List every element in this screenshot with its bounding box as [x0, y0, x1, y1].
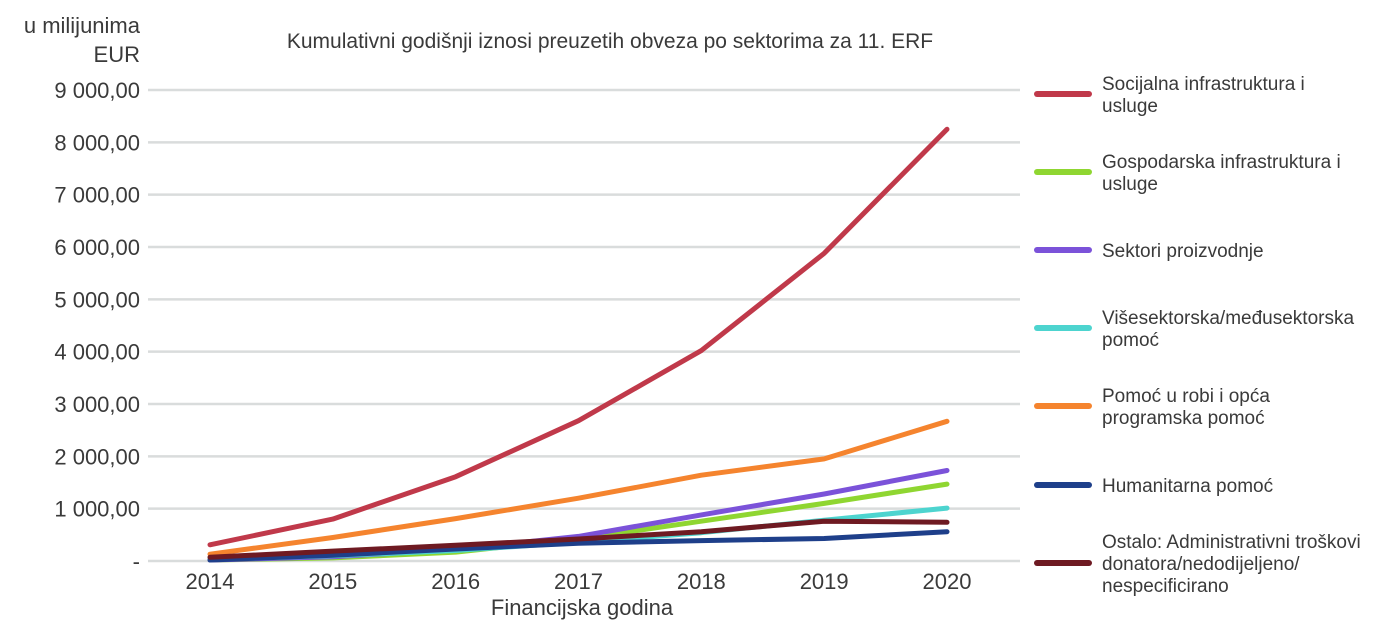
series-lines	[207, 126, 950, 563]
x-axis-ticks: 2014 2015 2016 2017 2018 2019 2020	[186, 569, 972, 594]
y-tick-label: 9 000,00	[54, 78, 140, 103]
legend-label-line: usluge	[1102, 96, 1158, 117]
legend-label: Višesektorska/međusektorska pomoć	[1102, 308, 1354, 351]
y-axis-ticks: - 1 000,00 2 000,00 3 000,00 4 000,00 5 000,0…	[54, 78, 140, 574]
x-tick-label: 2017	[554, 569, 603, 594]
unit-label-line-2: EUR	[94, 42, 140, 67]
legend-label: Ostalo: Administrativni troškovi donatora…	[1102, 532, 1361, 597]
legend-label-line: Višesektorska/međusektorska	[1102, 308, 1354, 329]
gridlines	[148, 88, 1020, 563]
series-line-humanitarna-pomoc	[207, 529, 950, 563]
chart-title: Kumulativni godišnji iznosi preuzetih ob…	[287, 30, 933, 53]
legend-item: Humanitarna pomoć	[1034, 476, 1273, 497]
legend-label: Humanitarna pomoć	[1102, 476, 1273, 497]
legend-label-line: programska pomoć	[1102, 408, 1265, 429]
legend-label-line: pomoć	[1102, 330, 1159, 351]
y-tick-label: 5 000,00	[54, 287, 140, 312]
y-tick-label: 2 000,00	[54, 444, 140, 469]
legend-label: Sektori proizvodnje	[1102, 241, 1264, 262]
legend-item: Gospodarska infrastruktura i usluge	[1034, 152, 1341, 195]
legend-label: Gospodarska infrastruktura i usluge	[1102, 152, 1341, 195]
legend-item: Višesektorska/međusektorska pomoć	[1034, 308, 1354, 351]
legend-label-line: Pomoć u robi i opća	[1102, 386, 1270, 407]
legend-item: Sektori proizvodnje	[1034, 241, 1264, 262]
y-tick-label: 8 000,00	[54, 130, 140, 155]
y-tick-label: 6 000,00	[54, 235, 140, 260]
legend-label-line: Humanitarna pomoć	[1102, 476, 1273, 497]
y-tick-label: 4 000,00	[54, 340, 140, 365]
legend: Socijalna infrastruktura i uslugeGospodar…	[1034, 74, 1361, 597]
legend-item: Socijalna infrastruktura i usluge	[1034, 74, 1305, 117]
unit-label-line-1: u milijunima	[24, 13, 141, 38]
series-line-ostalo-administrativni-troskovi-donatora-nedodijeljeno-nespecificirano	[207, 518, 950, 560]
x-tick-label: 2014	[186, 569, 235, 594]
series-line-pomoc-u-robi-i-opca-programska-pomoc	[207, 418, 950, 557]
x-tick-label: 2020	[923, 569, 972, 594]
legend-label-line: nespecificirano	[1102, 576, 1229, 597]
unit-label: u milijunima EUR	[24, 13, 141, 67]
y-tick-label: 1 000,00	[54, 497, 140, 522]
legend-label: Socijalna infrastruktura i usluge	[1102, 74, 1305, 117]
legend-label-line: usluge	[1102, 174, 1158, 195]
legend-item: Pomoć u robi i opća programska pomoć	[1034, 386, 1270, 429]
legend-item: Ostalo: Administrativni troškovi donatora…	[1034, 532, 1361, 597]
series-line-sektori-proizvodnje	[207, 468, 950, 563]
legend-label: Pomoć u robi i opća programska pomoć	[1102, 386, 1270, 429]
x-axis-label: Financijska godina	[491, 595, 674, 620]
legend-label-line: Socijalna infrastruktura i	[1102, 74, 1305, 95]
y-tick-label: 7 000,00	[54, 183, 140, 208]
x-tick-label: 2015	[308, 569, 357, 594]
series-line-socijalna-infrastruktura-i-usluge	[207, 126, 950, 548]
x-tick-label: 2016	[431, 569, 480, 594]
x-tick-label: 2018	[677, 569, 726, 594]
x-tick-label: 2019	[800, 569, 849, 594]
y-tick-label: 3 000,00	[54, 392, 140, 417]
legend-label-line: Gospodarska infrastruktura i	[1102, 152, 1341, 173]
legend-label-line: Sektori proizvodnje	[1102, 241, 1264, 262]
legend-label-line: Ostalo: Administrativni troškovi	[1102, 532, 1361, 553]
y-tick-label: -	[133, 549, 140, 574]
legend-label-line: donatora/nedodijeljeno/	[1102, 554, 1300, 575]
